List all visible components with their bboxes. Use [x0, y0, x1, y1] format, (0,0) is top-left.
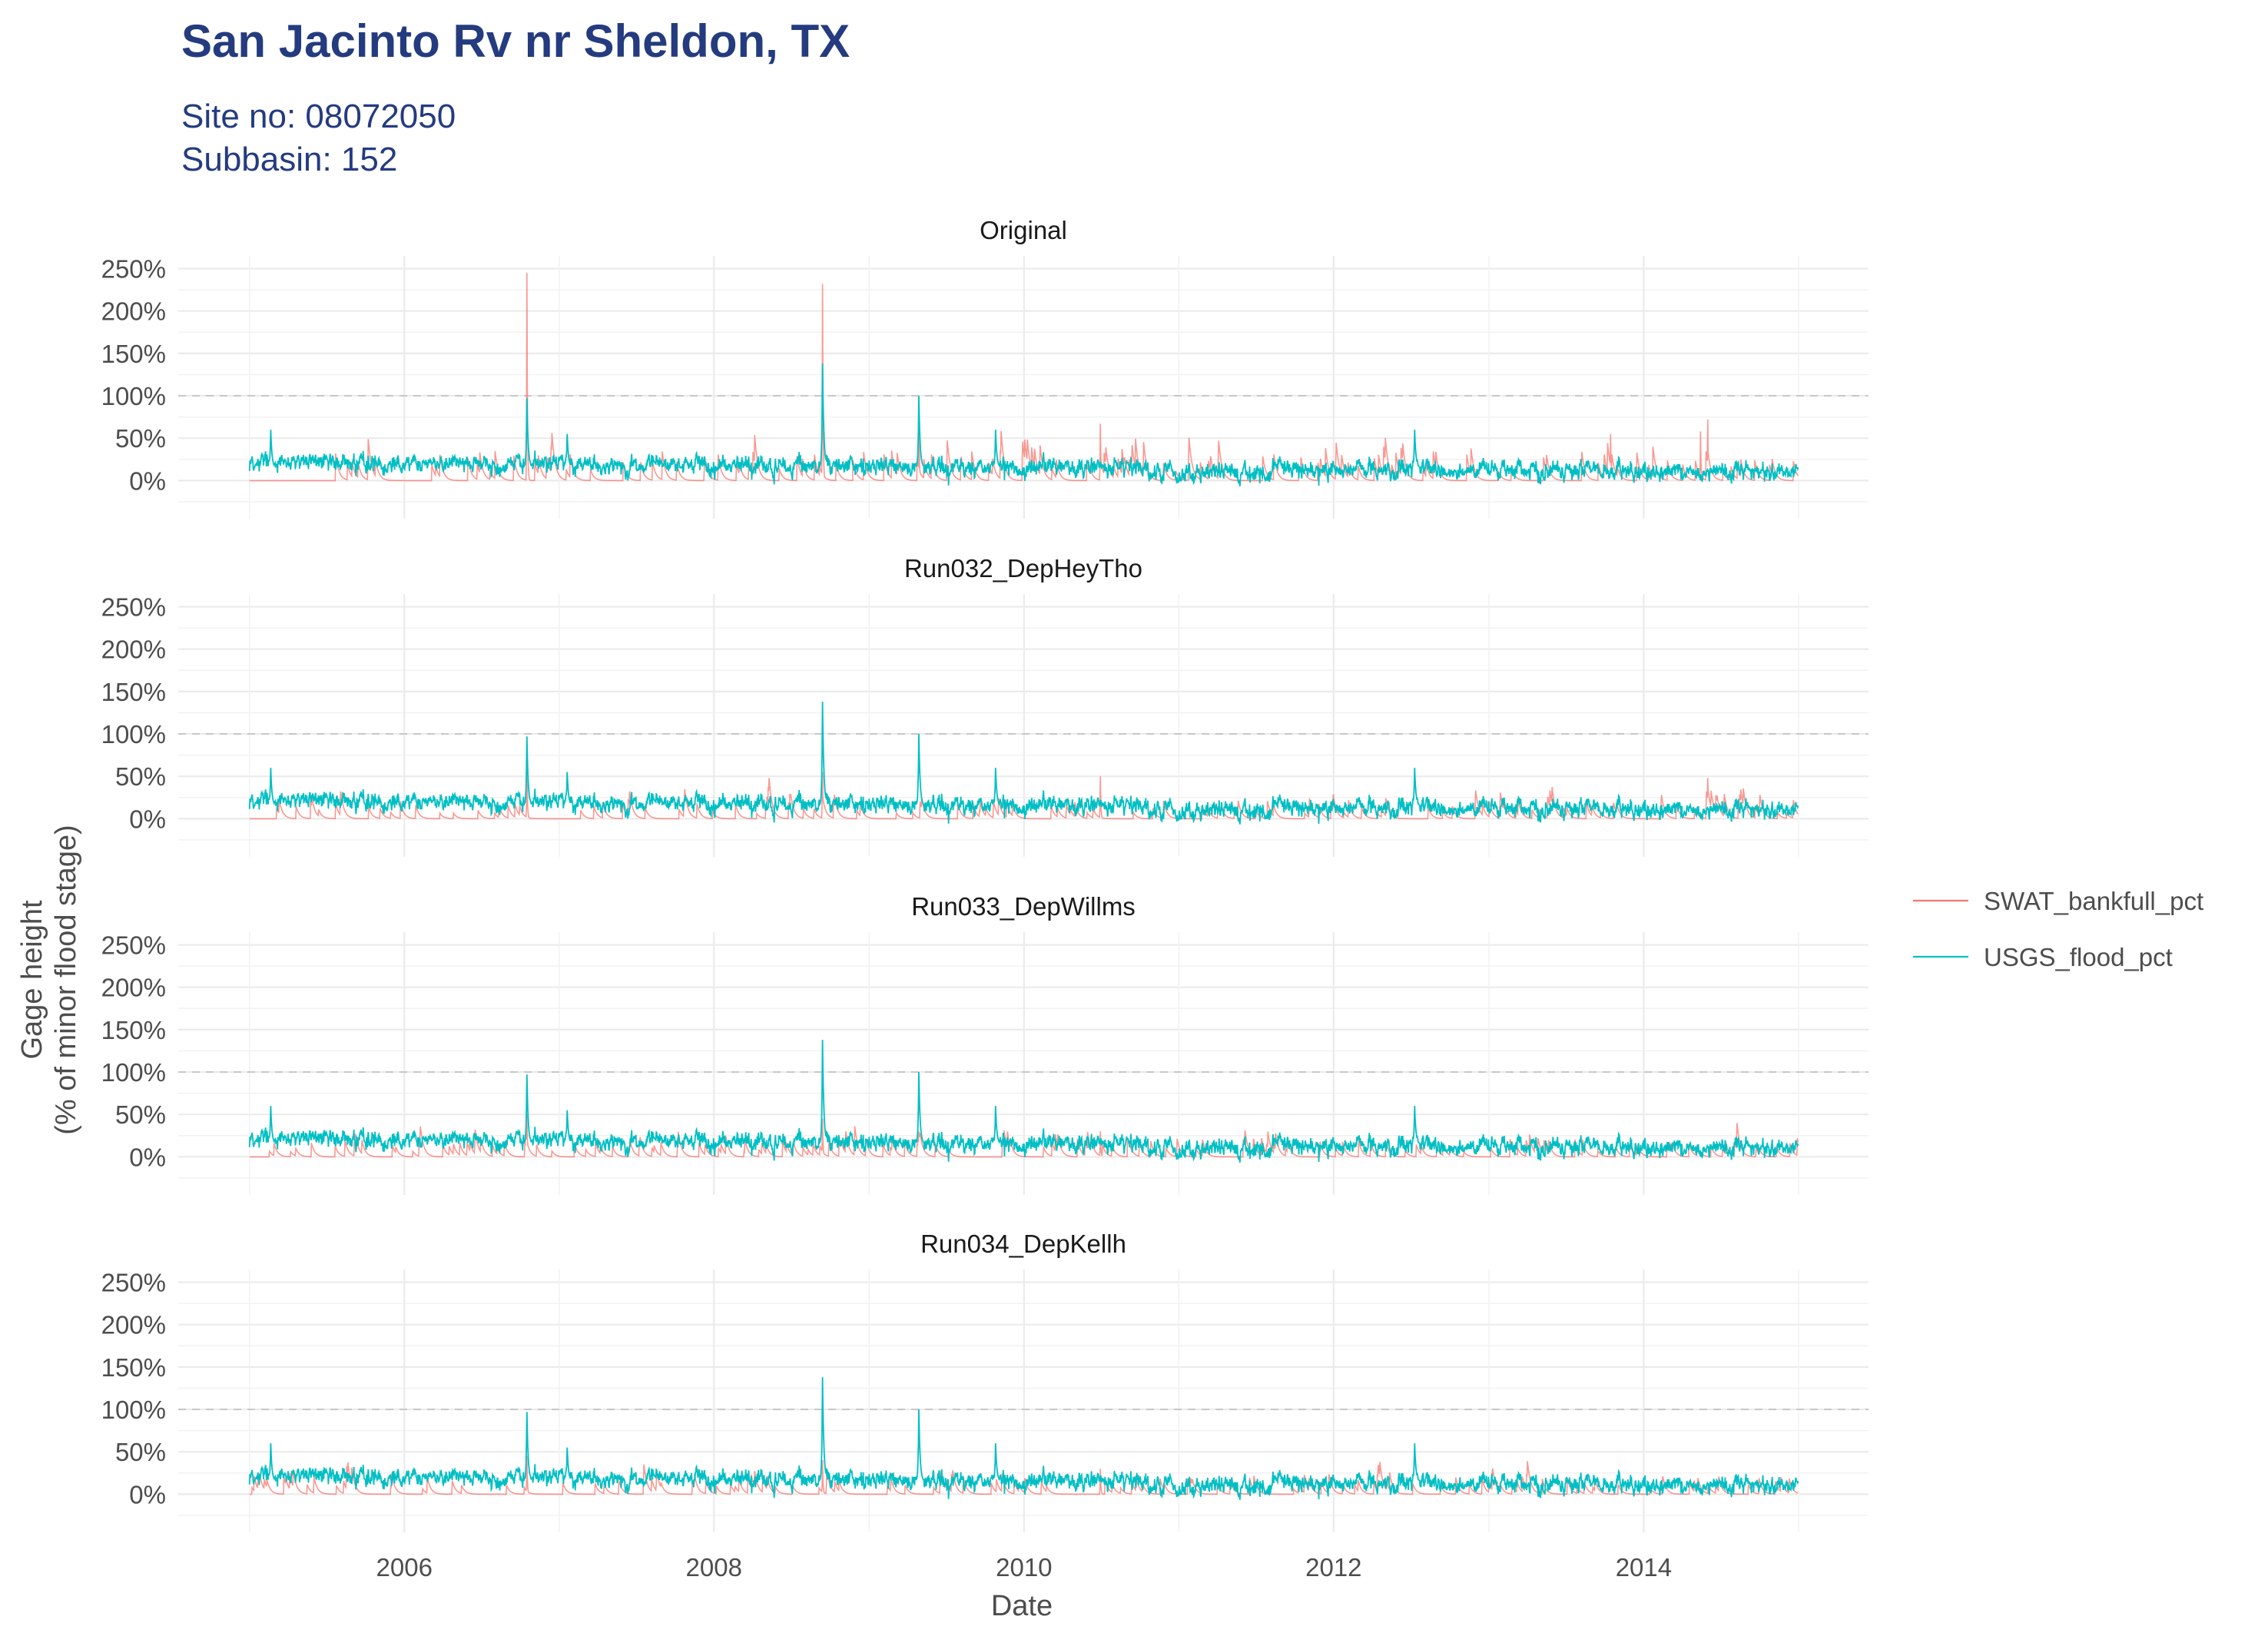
facet-strip-label: Run034_DepKellh — [920, 1230, 1126, 1258]
chart-subtitle-line-1: Site no: 08072050 — [181, 98, 456, 135]
y-tick-label: 150% — [101, 1016, 166, 1044]
y-tick-label: 0% — [129, 1480, 166, 1509]
x-tick-label: 2008 — [686, 1553, 742, 1582]
series-line-swat-bankfull-pct — [249, 759, 1799, 820]
y-tick-label: 200% — [101, 974, 166, 1002]
x-axis: 2006 2008 2010 2012 2014 — [376, 1553, 1673, 1582]
x-tick-label: 2012 — [1305, 1553, 1361, 1582]
series-line-usgs-flood-pct — [248, 363, 1799, 486]
y-tick-label: 250% — [101, 255, 166, 284]
legend-label: USGS_flood_pct — [1984, 943, 2173, 971]
y-tick-label: 250% — [101, 931, 166, 960]
y-tick-label: 100% — [101, 1058, 166, 1087]
y-tick-label: 50% — [115, 1438, 166, 1466]
series-line-usgs-flood-pct — [248, 1377, 1799, 1500]
x-tick-label: 2006 — [376, 1553, 433, 1582]
y-tick-label: 0% — [129, 1143, 166, 1171]
y-tick-label: 100% — [101, 382, 166, 410]
facet-strip-label: Run032_DepHeyTho — [904, 554, 1142, 583]
y-tick-label: 50% — [115, 1100, 166, 1129]
y-axis-title-line-1: Gage height — [16, 900, 48, 1059]
y-tick-label: 50% — [115, 424, 166, 453]
x-tick-label: 2014 — [1616, 1553, 1672, 1582]
facet-panel: Original 0% 50% 100% 150% 200% 250% — [101, 216, 1868, 519]
y-axis-title-line-2: (% of minor flood stage) — [50, 825, 82, 1134]
facet-panel: Run033_DepWillms 0% 50% 100% 150% 200% 250% — [101, 892, 1868, 1195]
y-tick-label: 200% — [101, 636, 166, 664]
y-tick-label: 150% — [101, 1353, 166, 1382]
facet-panel: Run034_DepKellh 0% 50% 100% 150% 200% 250% — [101, 1230, 1868, 1532]
series-line-swat-bankfull-pct — [249, 1114, 1799, 1158]
series-line-usgs-flood-pct — [248, 1040, 1799, 1163]
facet-panels: Original0%50%100%150%200%250%Run032_DepH… — [101, 216, 1868, 1532]
y-tick-label: 100% — [101, 720, 166, 748]
chart-subtitle-line-2: Subbasin: 152 — [181, 141, 397, 178]
facet-strip-label: Original — [980, 216, 1067, 244]
y-tick-label: 200% — [101, 297, 166, 326]
y-axis-title: Gage height (% of minor flood stage) — [16, 825, 82, 1134]
x-tick-label: 2010 — [996, 1553, 1052, 1582]
y-tick-label: 150% — [101, 340, 166, 368]
y-tick-label: 100% — [101, 1396, 166, 1424]
y-tick-label: 200% — [101, 1311, 166, 1339]
y-tick-label: 250% — [101, 593, 166, 622]
y-tick-label: 150% — [101, 678, 166, 706]
chart-title: San Jacinto Rv nr Sheldon, TX — [181, 15, 850, 67]
legend-label: SWAT_bankfull_pct — [1984, 887, 2203, 915]
facet-strip-label: Run033_DepWillms — [911, 892, 1136, 921]
facet-panel: Run032_DepHeyTho 0% 50% 100% 150% 200% 250% — [101, 554, 1868, 857]
series-line-usgs-flood-pct — [248, 702, 1799, 825]
y-tick-label: 50% — [115, 762, 166, 791]
y-tick-label: 0% — [129, 466, 166, 495]
x-axis-title: Date — [991, 1590, 1053, 1622]
legend: SWAT_bankfull_pct USGS_flood_pct — [1913, 887, 2203, 971]
y-tick-label: 250% — [101, 1269, 166, 1297]
y-tick-label: 0% — [129, 805, 166, 833]
